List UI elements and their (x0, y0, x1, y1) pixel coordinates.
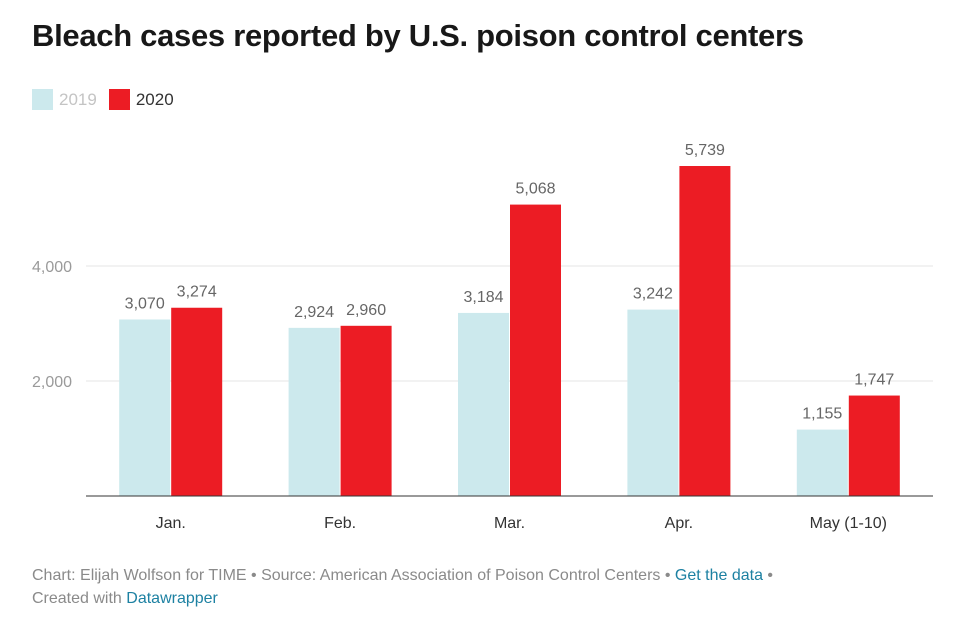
legend-label-2019: 2019 (59, 89, 97, 109)
footer-source: Source: American Association of Poison C… (261, 567, 661, 584)
bar-2020 (848, 395, 900, 496)
data-label-2020: 3,274 (177, 284, 217, 301)
footer-credit: Chart: Elijah Wolfson for TIME (32, 567, 247, 584)
bar-2020 (171, 307, 223, 496)
bar-2020 (679, 166, 731, 496)
data-label-2019: 3,070 (125, 295, 165, 312)
chart-footer: Chart: Elijah Wolfson for TIME • Source:… (32, 564, 932, 610)
bar-2019 (119, 319, 171, 496)
get-the-data-link[interactable]: Get the data (674, 567, 763, 584)
bar-2019 (796, 429, 848, 496)
footer-separator: • (246, 567, 262, 584)
footer-separator: • (660, 567, 675, 584)
bar-2019 (288, 327, 340, 496)
datawrapper-link[interactable]: Datawrapper (126, 590, 218, 607)
footer-created-with: Created with (32, 590, 122, 607)
chart-title: Bleach cases reported by U.S. poison con… (32, 18, 804, 53)
y-tick-label: 2,000 (32, 374, 72, 391)
data-label-2019: 3,242 (633, 286, 673, 303)
x-tick-label: May (1-10) (810, 515, 887, 532)
data-label-2019: 2,924 (294, 304, 334, 321)
legend: 2019 2020 (32, 89, 186, 110)
footer-separator: • (762, 567, 774, 584)
data-label-2020: 1,747 (854, 372, 894, 389)
bar-2020 (510, 204, 561, 496)
legend-item-2019: 2019 (32, 89, 97, 110)
x-tick-label: Feb. (324, 515, 356, 532)
legend-swatch-2020 (108, 89, 130, 110)
x-tick-label: Mar. (494, 515, 525, 532)
bar-2020 (340, 325, 392, 496)
x-tick-label: Jan. (156, 515, 186, 532)
legend-item-2020: 2020 (108, 89, 174, 110)
x-tick-label: Apr. (665, 515, 693, 532)
legend-swatch-2019 (32, 89, 53, 110)
data-label-2019: 1,155 (802, 406, 842, 423)
bar-2019 (458, 312, 509, 496)
legend-label-2020: 2020 (135, 89, 174, 109)
data-label-2020: 5,739 (685, 142, 725, 159)
bar-chart-plot: 2,000 4,000 3,070 3,274 Jan. 2,924 2,960 Feb. 3,… (32, 142, 933, 532)
data-label-2020: 5,068 (515, 181, 555, 198)
data-label-2019: 3,184 (463, 289, 503, 306)
bar-2019 (627, 309, 679, 496)
y-tick-label: 4,000 (32, 259, 72, 276)
data-label-2020: 2,960 (346, 302, 386, 319)
